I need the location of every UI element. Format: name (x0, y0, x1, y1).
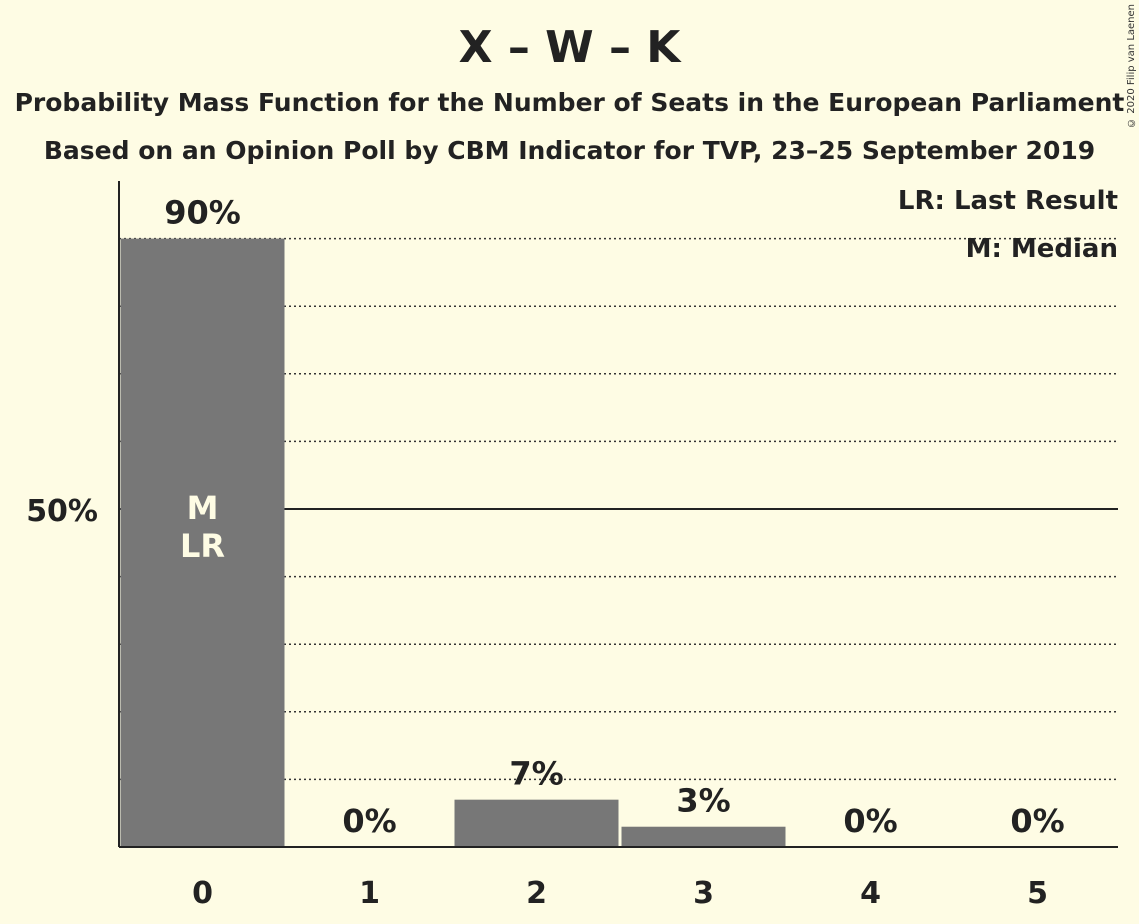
labels: 90% 0 MLR 0% 1 7% 2 3% 3 0% 4 0% 5 50% (26, 194, 1064, 911)
bar (120, 238, 285, 848)
bar-marker: LR (180, 527, 225, 565)
bar-value-label: 0% (843, 802, 897, 840)
chart-title: X – W – K (458, 22, 681, 73)
x-tick-label: 1 (359, 876, 380, 911)
x-tick-label: 0 (192, 876, 213, 911)
bar-value-label: 3% (676, 782, 730, 820)
legend-last-result: LR: Last Result (898, 186, 1118, 216)
bar-value-label: 0% (342, 802, 396, 840)
bar-value-label: 7% (509, 755, 563, 793)
bar (621, 826, 786, 847)
gridlines (119, 237, 1118, 781)
x-tick-label: 3 (693, 876, 714, 911)
x-tick-label: 5 (1027, 876, 1048, 911)
chart-subtitle: Probability Mass Function for the Number… (14, 88, 1125, 117)
x-tick-label: 4 (860, 876, 881, 911)
chart-source-line: Based on an Opinion Poll by CBM Indicato… (43, 136, 1096, 165)
bar-value-label: 90% (164, 194, 241, 232)
bar (454, 799, 619, 847)
x-tick-label: 2 (526, 876, 547, 911)
legend-median: M: Median (966, 234, 1118, 264)
bars (120, 238, 786, 848)
bar-value-label: 0% (1010, 802, 1064, 840)
y-tick-label: 50% (26, 494, 98, 529)
bar-marker: M (187, 489, 219, 527)
